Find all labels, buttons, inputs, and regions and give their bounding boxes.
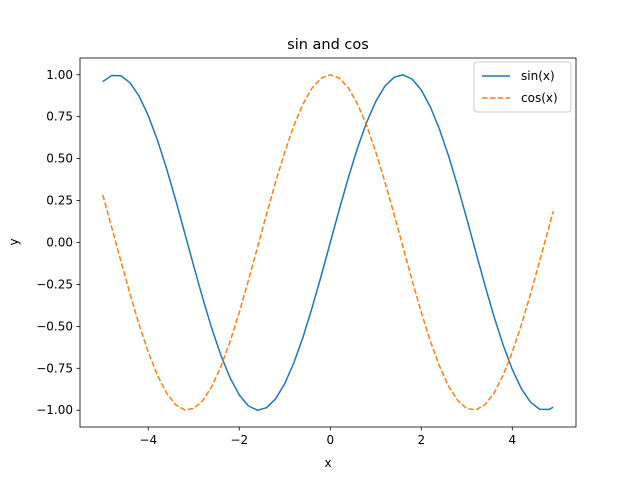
x-tick-label: 0	[326, 433, 334, 447]
series-line-sin	[102, 74, 554, 411]
plot-frame	[79, 57, 577, 428]
legend-label-sin: sin(x)	[521, 69, 555, 83]
x-axis-label: x	[324, 456, 331, 470]
x-tick-label: 2	[417, 433, 425, 447]
series-line-cos	[102, 74, 554, 411]
y-tick-label: 0.75	[46, 110, 73, 124]
y-axis-label: y	[7, 238, 21, 245]
y-tick-label: −0.75	[36, 361, 73, 375]
x-tick-label: −4	[139, 433, 157, 447]
y-tick-label: −1.00	[36, 403, 73, 417]
chart-title: sin and cos	[287, 37, 369, 53]
legend-frame	[473, 61, 572, 113]
y-tick-label: 1.00	[46, 68, 73, 82]
y-tick-label: −0.25	[36, 277, 73, 291]
y-tick-label: −0.50	[36, 319, 73, 333]
y-tick-label: 0.50	[46, 152, 73, 166]
x-tick-label: −2	[230, 433, 248, 447]
y-tick-label: 0.00	[46, 236, 73, 250]
plot-area	[102, 74, 554, 411]
x-tick-label: 4	[508, 433, 516, 447]
legend-label-cos: cos(x)	[521, 91, 558, 105]
axes: −4 −2 0 2 4 −1.00 −0.75 −0.50 −0.25 0.00 0.25 0.50 0…	[36, 57, 577, 447]
y-tick-label: 0.25	[46, 194, 73, 208]
legend: sin(x) cos(x)	[473, 61, 572, 113]
